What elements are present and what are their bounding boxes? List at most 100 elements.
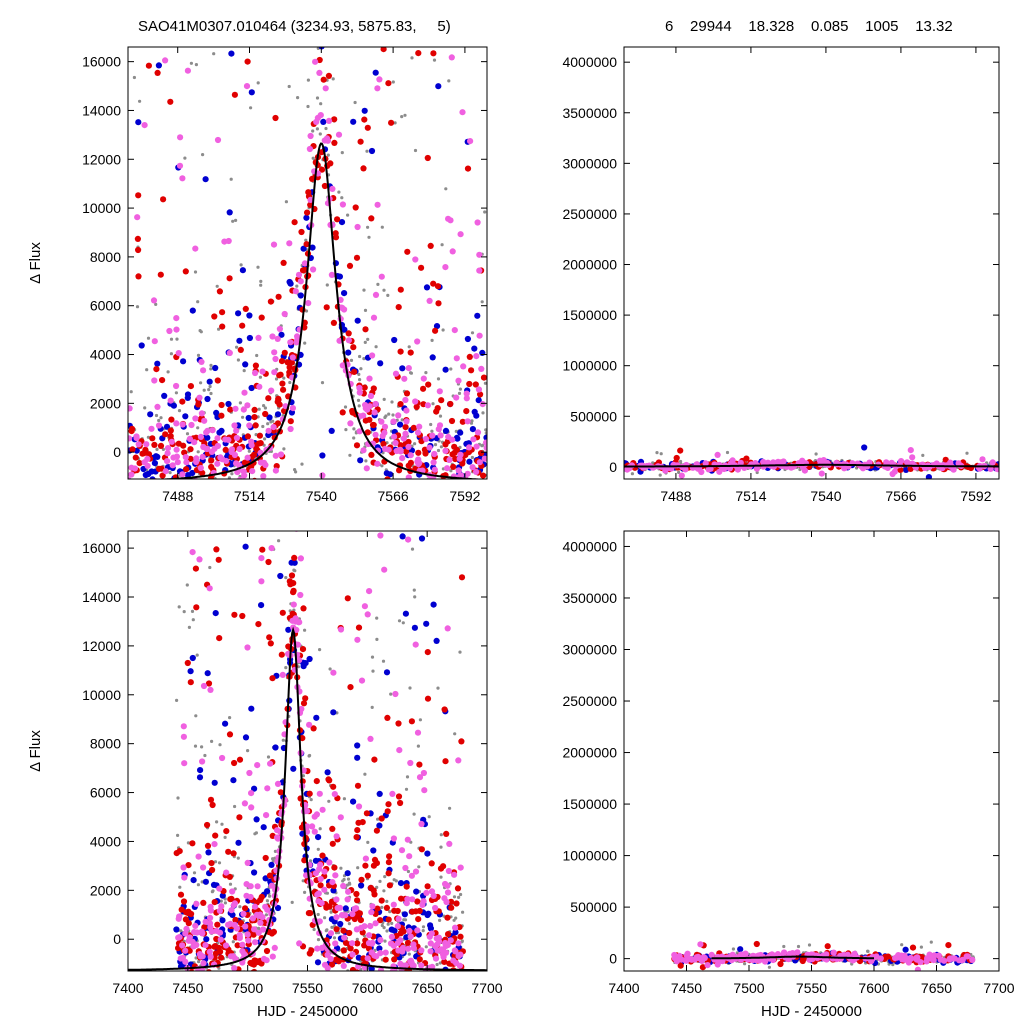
x-tick-label: 7450	[172, 980, 203, 996]
data-point	[179, 471, 186, 478]
data-point	[743, 962, 747, 966]
data-point	[394, 923, 401, 930]
data-point	[397, 348, 404, 355]
data-point	[129, 390, 133, 394]
data-point	[472, 381, 479, 388]
data-point	[363, 308, 368, 312]
x-tick-label: 7488	[162, 488, 193, 504]
data-point	[293, 339, 300, 346]
data-point	[484, 428, 487, 432]
data-point	[397, 799, 404, 807]
data-point	[231, 965, 238, 971]
data-point	[441, 328, 445, 332]
data-point	[214, 980, 217, 983]
data-point	[382, 956, 389, 963]
data-point	[448, 904, 455, 911]
data-point	[807, 943, 812, 947]
data-point	[199, 1006, 205, 1012]
data-point	[346, 262, 354, 269]
data-point	[737, 946, 744, 953]
data-point	[380, 905, 384, 910]
data-point	[418, 947, 425, 954]
data-point	[236, 856, 240, 860]
data-point	[169, 337, 174, 341]
data-point	[263, 437, 267, 441]
data-point	[459, 109, 466, 116]
data-point	[397, 960, 404, 968]
data-point	[208, 928, 215, 935]
data-point	[360, 447, 367, 454]
data-point	[767, 965, 772, 969]
data-point	[684, 950, 691, 957]
data-point	[400, 435, 407, 442]
data-point	[353, 973, 359, 979]
data-point	[464, 335, 471, 343]
data-point	[344, 595, 351, 602]
data-point	[310, 725, 317, 732]
data-point	[209, 801, 216, 809]
data-point	[239, 941, 246, 948]
data-point	[470, 419, 474, 423]
data-point	[208, 463, 215, 471]
data-point	[404, 836, 411, 843]
data-point	[173, 315, 180, 322]
data-point	[220, 973, 226, 979]
data-point	[228, 882, 233, 886]
data-point	[452, 895, 457, 899]
data-point	[945, 942, 952, 949]
data-point	[274, 827, 281, 834]
data-point	[196, 556, 203, 563]
data-point	[935, 952, 942, 959]
data-point	[268, 882, 275, 889]
data-point	[157, 442, 165, 449]
data-point	[266, 422, 270, 426]
data-point	[476, 251, 483, 258]
data-point	[445, 867, 452, 875]
data-point	[279, 497, 282, 500]
data-point	[319, 852, 326, 859]
data-point	[157, 518, 163, 524]
data-point	[155, 483, 161, 489]
data-point	[448, 417, 456, 425]
data-point	[248, 438, 255, 445]
data-point	[307, 132, 314, 140]
data-point	[463, 408, 470, 415]
data-point	[325, 891, 329, 895]
data-point	[129, 446, 136, 453]
data-point	[323, 916, 327, 920]
data-point	[247, 449, 251, 453]
data-point	[389, 790, 396, 798]
data-point	[444, 187, 448, 191]
data-point	[404, 939, 412, 946]
data-point	[366, 840, 370, 845]
data-point	[200, 682, 208, 690]
y-tick-label: 3500000	[562, 105, 617, 121]
data-point	[202, 942, 209, 949]
data-point	[306, 104, 310, 109]
data-point	[394, 907, 401, 915]
data-point	[395, 304, 402, 311]
y-tick-label: 2000000	[562, 257, 617, 273]
data-point	[418, 1007, 424, 1013]
data-point	[397, 448, 404, 455]
data-point	[372, 920, 379, 927]
data-point	[259, 279, 263, 283]
data-point	[483, 434, 487, 441]
data-point	[419, 523, 425, 529]
data-point	[286, 240, 293, 247]
data-point	[352, 427, 356, 431]
data-point	[447, 400, 454, 408]
data-point	[465, 449, 472, 456]
data-point	[330, 887, 337, 894]
data-point	[359, 819, 366, 826]
data-point	[371, 952, 378, 959]
data-point	[362, 326, 369, 333]
data-point	[479, 514, 482, 517]
data-point	[406, 1000, 409, 1003]
data-point	[385, 801, 392, 808]
data-point	[244, 644, 251, 651]
data-point	[271, 369, 278, 376]
data-point	[420, 375, 427, 382]
data-point	[342, 905, 349, 912]
data-point	[454, 916, 458, 920]
